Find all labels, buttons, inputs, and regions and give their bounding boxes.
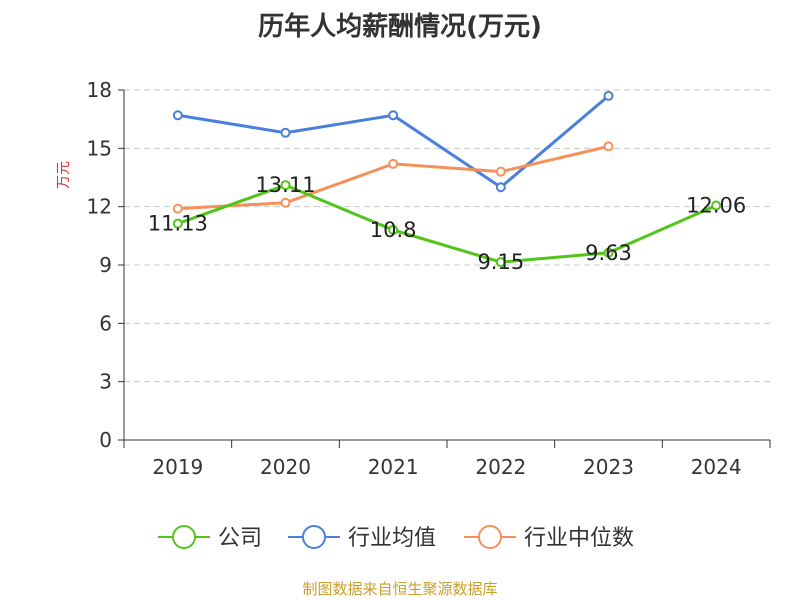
data-point — [495, 182, 506, 193]
data-point — [495, 166, 506, 177]
data-point — [388, 225, 399, 235]
data-point — [711, 200, 722, 211]
data-point — [172, 203, 183, 214]
data-label: 13.11 — [255, 173, 315, 197]
data-point — [388, 110, 399, 121]
data-point — [172, 110, 183, 121]
y-tick-label: 15 — [87, 136, 112, 160]
data-point — [495, 257, 506, 268]
y-axis-label: 万元 — [56, 161, 72, 189]
data-point — [603, 141, 614, 152]
y-tick-label: 12 — [87, 195, 112, 219]
data-point — [388, 158, 399, 169]
x-tick-label: 2023 — [583, 455, 634, 479]
data-point — [603, 247, 614, 258]
y-tick-label: 18 — [87, 78, 112, 102]
x-tick-label: 2024 — [691, 455, 742, 479]
data-source-note: 制图数据来自恒生聚源数据库 — [302, 580, 498, 598]
x-tick-label: 2020 — [260, 455, 311, 479]
data-label: 9.15 — [477, 250, 524, 274]
legend-marker — [172, 525, 196, 549]
legend-marker — [302, 525, 326, 549]
series-line — [177, 94, 610, 189]
y-tick-label: 0 — [99, 428, 112, 452]
x-tick-label: 2022 — [475, 455, 526, 479]
data-label: 10.8 — [370, 218, 417, 242]
x-tick-label: 2019 — [152, 455, 203, 479]
data-label: 12.06 — [686, 194, 746, 218]
data-point — [280, 197, 291, 208]
data-point — [280, 180, 291, 191]
y-tick-label: 6 — [99, 311, 112, 335]
x-tick-label: 2021 — [368, 455, 419, 479]
data-label: 9.63 — [585, 241, 632, 265]
y-tick-label: 3 — [99, 370, 112, 394]
data-label: 11.13 — [148, 212, 208, 236]
y-tick-label: 9 — [99, 253, 112, 277]
series-line — [177, 183, 717, 264]
legend-marker — [478, 525, 502, 549]
legend-item[interactable]: 公司 — [158, 525, 262, 551]
legend-label: 行业中位数 — [524, 526, 634, 551]
chart-title: 历年人均薪酬情况(万元) — [258, 12, 542, 42]
data-point — [603, 90, 614, 101]
legend-item[interactable]: 行业均值 — [288, 525, 436, 551]
legend-label: 行业均值 — [348, 526, 436, 551]
legend-item[interactable]: 行业中位数 — [464, 525, 634, 551]
legend-label: 公司 — [218, 526, 262, 551]
data-point — [172, 218, 183, 229]
data-point — [280, 127, 291, 138]
